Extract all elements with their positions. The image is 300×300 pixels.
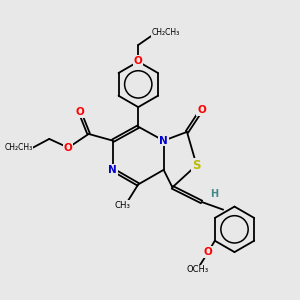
Text: CH₂CH₃: CH₂CH₃ — [151, 28, 179, 37]
Text: N: N — [159, 136, 168, 146]
Text: O: O — [197, 105, 206, 115]
Text: CH₂CH₃: CH₂CH₃ — [5, 142, 33, 152]
Text: OCH₃: OCH₃ — [187, 265, 209, 274]
Text: CH₃: CH₃ — [115, 201, 131, 210]
Text: O: O — [134, 56, 142, 66]
Text: O: O — [76, 107, 84, 117]
Text: O: O — [204, 247, 213, 257]
Text: S: S — [192, 159, 201, 172]
Text: O: O — [64, 143, 73, 153]
Text: N: N — [109, 165, 117, 175]
Text: H: H — [210, 189, 218, 199]
